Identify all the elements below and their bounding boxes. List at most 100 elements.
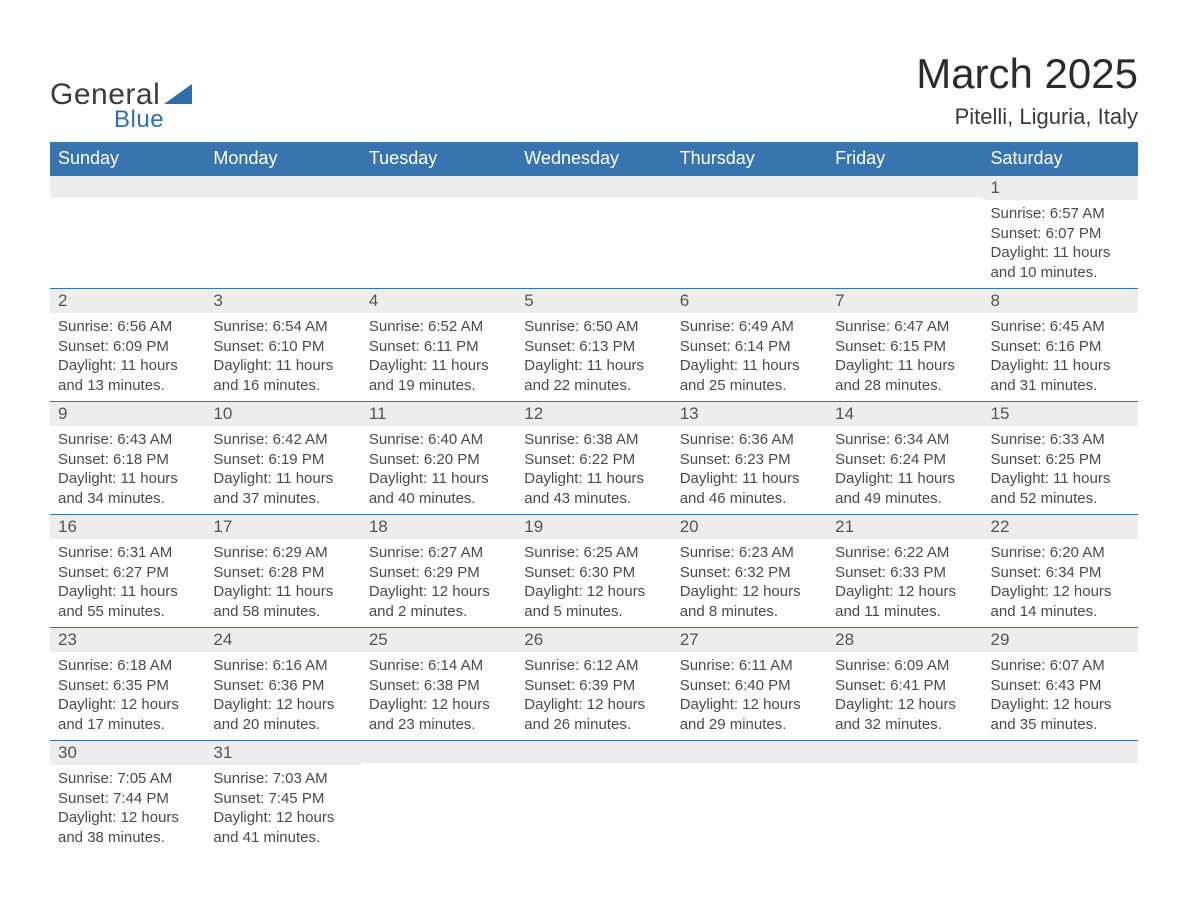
calendar-day-cell <box>361 741 516 854</box>
day-number: 11 <box>361 402 516 426</box>
sunset-text: Sunset: 6:07 PM <box>991 224 1130 244</box>
sunset-text: Sunset: 6:10 PM <box>213 337 352 357</box>
day-header: Friday <box>827 142 982 176</box>
sunset-text: Sunset: 7:45 PM <box>213 789 352 809</box>
day-number <box>672 176 827 198</box>
sunset-text: Sunset: 6:28 PM <box>213 563 352 583</box>
daylight-text: Daylight: 11 hours and 40 minutes. <box>369 469 508 508</box>
calendar-day-cell <box>516 176 671 289</box>
daylight-text: Daylight: 12 hours and 38 minutes. <box>58 808 197 847</box>
sunrise-text: Sunrise: 6:38 AM <box>524 430 663 450</box>
day-number <box>516 741 671 763</box>
sunrise-text: Sunrise: 6:34 AM <box>835 430 974 450</box>
daylight-text: Daylight: 12 hours and 35 minutes. <box>991 695 1130 734</box>
day-header: Monday <box>205 142 360 176</box>
day-details: Sunrise: 6:36 AMSunset: 6:23 PMDaylight:… <box>672 426 827 514</box>
day-header-row: Sunday Monday Tuesday Wednesday Thursday… <box>50 142 1138 176</box>
sunset-text: Sunset: 6:33 PM <box>835 563 974 583</box>
sunset-text: Sunset: 6:27 PM <box>58 563 197 583</box>
daylight-text: Daylight: 11 hours and 34 minutes. <box>58 469 197 508</box>
day-number: 2 <box>50 289 205 313</box>
day-number: 23 <box>50 628 205 652</box>
daylight-text: Daylight: 11 hours and 55 minutes. <box>58 582 197 621</box>
day-details: Sunrise: 6:54 AMSunset: 6:10 PMDaylight:… <box>205 313 360 401</box>
day-number: 20 <box>672 515 827 539</box>
calendar-day-cell: 28Sunrise: 6:09 AMSunset: 6:41 PMDayligh… <box>827 628 982 741</box>
calendar-day-cell <box>516 741 671 854</box>
daylight-text: Daylight: 11 hours and 22 minutes. <box>524 356 663 395</box>
sunset-text: Sunset: 6:18 PM <box>58 450 197 470</box>
day-number: 26 <box>516 628 671 652</box>
day-details: Sunrise: 6:18 AMSunset: 6:35 PMDaylight:… <box>50 652 205 740</box>
sunrise-text: Sunrise: 7:03 AM <box>213 769 352 789</box>
sunrise-text: Sunrise: 6:43 AM <box>58 430 197 450</box>
day-details: Sunrise: 6:33 AMSunset: 6:25 PMDaylight:… <box>983 426 1138 514</box>
daylight-text: Daylight: 11 hours and 25 minutes. <box>680 356 819 395</box>
sunrise-text: Sunrise: 6:27 AM <box>369 543 508 563</box>
day-details: Sunrise: 6:31 AMSunset: 6:27 PMDaylight:… <box>50 539 205 627</box>
day-details <box>827 198 982 276</box>
calendar-day-cell: 2Sunrise: 6:56 AMSunset: 6:09 PMDaylight… <box>50 289 205 402</box>
daylight-text: Daylight: 12 hours and 26 minutes. <box>524 695 663 734</box>
sunset-text: Sunset: 7:44 PM <box>58 789 197 809</box>
daylight-text: Daylight: 11 hours and 28 minutes. <box>835 356 974 395</box>
sunset-text: Sunset: 6:41 PM <box>835 676 974 696</box>
sunrise-text: Sunrise: 6:54 AM <box>213 317 352 337</box>
daylight-text: Daylight: 11 hours and 43 minutes. <box>524 469 663 508</box>
day-number: 13 <box>672 402 827 426</box>
day-details: Sunrise: 6:45 AMSunset: 6:16 PMDaylight:… <box>983 313 1138 401</box>
day-details: Sunrise: 6:43 AMSunset: 6:18 PMDaylight:… <box>50 426 205 514</box>
daylight-text: Daylight: 11 hours and 19 minutes. <box>369 356 508 395</box>
day-number: 4 <box>361 289 516 313</box>
sunrise-text: Sunrise: 6:49 AM <box>680 317 819 337</box>
sunset-text: Sunset: 6:16 PM <box>991 337 1130 357</box>
calendar-day-cell: 7Sunrise: 6:47 AMSunset: 6:15 PMDaylight… <box>827 289 982 402</box>
calendar-day-cell: 17Sunrise: 6:29 AMSunset: 6:28 PMDayligh… <box>205 515 360 628</box>
calendar-day-cell <box>672 176 827 289</box>
sunrise-text: Sunrise: 6:22 AM <box>835 543 974 563</box>
sunrise-text: Sunrise: 6:09 AM <box>835 656 974 676</box>
calendar-day-cell: 29Sunrise: 6:07 AMSunset: 6:43 PMDayligh… <box>983 628 1138 741</box>
day-number <box>827 741 982 763</box>
day-number <box>672 741 827 763</box>
calendar-day-cell: 9Sunrise: 6:43 AMSunset: 6:18 PMDaylight… <box>50 402 205 515</box>
day-details <box>516 198 671 276</box>
day-number <box>205 176 360 198</box>
calendar-day-cell <box>827 176 982 289</box>
calendar-week-row: 2Sunrise: 6:56 AMSunset: 6:09 PMDaylight… <box>50 289 1138 402</box>
calendar-day-cell <box>672 741 827 854</box>
calendar-day-cell: 6Sunrise: 6:49 AMSunset: 6:14 PMDaylight… <box>672 289 827 402</box>
sunrise-text: Sunrise: 6:14 AM <box>369 656 508 676</box>
sunset-text: Sunset: 6:24 PM <box>835 450 974 470</box>
calendar-day-cell: 23Sunrise: 6:18 AMSunset: 6:35 PMDayligh… <box>50 628 205 741</box>
daylight-text: Daylight: 12 hours and 5 minutes. <box>524 582 663 621</box>
day-details: Sunrise: 6:16 AMSunset: 6:36 PMDaylight:… <box>205 652 360 740</box>
calendar-day-cell: 30Sunrise: 7:05 AMSunset: 7:44 PMDayligh… <box>50 741 205 854</box>
daylight-text: Daylight: 12 hours and 29 minutes. <box>680 695 819 734</box>
day-details: Sunrise: 7:05 AMSunset: 7:44 PMDaylight:… <box>50 765 205 853</box>
day-details: Sunrise: 6:23 AMSunset: 6:32 PMDaylight:… <box>672 539 827 627</box>
day-details: Sunrise: 6:22 AMSunset: 6:33 PMDaylight:… <box>827 539 982 627</box>
day-details: Sunrise: 7:03 AMSunset: 7:45 PMDaylight:… <box>205 765 360 853</box>
daylight-text: Daylight: 12 hours and 41 minutes. <box>213 808 352 847</box>
sunrise-text: Sunrise: 6:18 AM <box>58 656 197 676</box>
sunrise-text: Sunrise: 6:57 AM <box>991 204 1130 224</box>
day-number: 1 <box>983 176 1138 200</box>
calendar-week-row: 1Sunrise: 6:57 AMSunset: 6:07 PMDaylight… <box>50 176 1138 289</box>
day-number <box>50 176 205 198</box>
day-number: 18 <box>361 515 516 539</box>
day-header: Tuesday <box>361 142 516 176</box>
day-number: 14 <box>827 402 982 426</box>
day-details: Sunrise: 6:29 AMSunset: 6:28 PMDaylight:… <box>205 539 360 627</box>
calendar-day-cell: 13Sunrise: 6:36 AMSunset: 6:23 PMDayligh… <box>672 402 827 515</box>
day-number <box>827 176 982 198</box>
day-details <box>361 763 516 841</box>
day-header: Saturday <box>983 142 1138 176</box>
day-number <box>361 176 516 198</box>
sunrise-text: Sunrise: 6:50 AM <box>524 317 663 337</box>
logo-text-blue: Blue <box>114 106 164 134</box>
sunrise-text: Sunrise: 6:33 AM <box>991 430 1130 450</box>
sunset-text: Sunset: 6:19 PM <box>213 450 352 470</box>
sunset-text: Sunset: 6:20 PM <box>369 450 508 470</box>
day-number: 24 <box>205 628 360 652</box>
